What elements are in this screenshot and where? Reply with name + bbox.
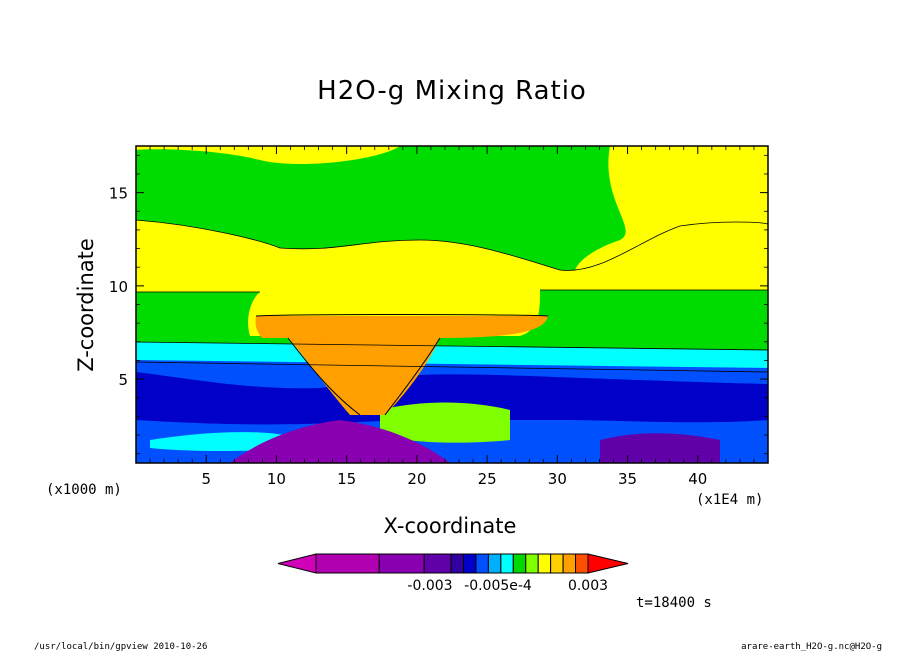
x-tick-label: 15 xyxy=(337,470,356,488)
x-tick-label: 25 xyxy=(478,470,497,488)
colorbar-segment xyxy=(550,553,564,574)
x-tick-label: 5 xyxy=(201,470,211,488)
x-axis-unit: (x1E4 m) xyxy=(696,492,764,508)
colorbar-extend-high xyxy=(587,553,629,574)
colorbar-label: 0.003 xyxy=(568,578,608,594)
x-tick-label: 35 xyxy=(618,470,637,488)
region-purple-right xyxy=(600,433,720,463)
region-purple-base xyxy=(230,420,450,463)
y-tick-label: 10 xyxy=(109,278,128,296)
time-label: t=18400 s xyxy=(636,595,712,611)
contour-field xyxy=(136,146,768,463)
x-tick-label: 40 xyxy=(688,470,707,488)
y-axis-label: Z-coordinate xyxy=(74,238,98,372)
colorbar-segment xyxy=(487,553,502,574)
axis-tick-labels: 5 10 15 20 25 30 35 40 5 10 15 xyxy=(109,185,707,488)
region-lightgreen-low xyxy=(380,402,510,443)
colorbar-label: -0.003 xyxy=(407,578,452,594)
colorbar-segment xyxy=(537,553,552,574)
colorbar-segment xyxy=(512,553,527,574)
colorbar-labels: -0.003 -0.005e-4 0.003 xyxy=(407,578,608,594)
chart-title: H2O-g Mixing Ratio xyxy=(317,76,587,106)
colorbar-segment xyxy=(525,553,539,574)
colorbar-segment xyxy=(315,553,380,574)
colorbar-extend-low xyxy=(277,553,317,574)
y-tick-label: 5 xyxy=(118,371,128,389)
y-tick-label: 15 xyxy=(109,185,128,203)
colorbar-label: -0.005e-4 xyxy=(464,578,532,594)
axis-ticks xyxy=(136,146,768,463)
region-orange-plume xyxy=(255,316,548,415)
x-axis-label: X-coordinate xyxy=(383,514,517,538)
colorbar-segment xyxy=(475,553,489,574)
colorbar xyxy=(277,553,629,574)
footer-source: arare-earth_H2O-g.nc@H2O-g xyxy=(741,642,882,652)
colorbar-segment xyxy=(450,553,464,574)
y-axis-unit: (x1000 m) xyxy=(46,482,122,498)
region-darkblue xyxy=(136,372,768,425)
colorbar-segment xyxy=(423,553,452,574)
x-tick-label: 20 xyxy=(407,470,426,488)
colorbar-segment xyxy=(575,553,589,574)
colorbar-segment xyxy=(378,553,425,574)
colorbar-segment xyxy=(562,553,577,574)
x-tick-label: 10 xyxy=(267,470,286,488)
colorbar-segment xyxy=(500,553,514,574)
region-yellow-top-left xyxy=(136,146,400,165)
x-tick-label: 30 xyxy=(548,470,567,488)
colorbar-segment xyxy=(462,553,477,574)
footer-command: /usr/local/bin/gpview 2010-10-26 xyxy=(34,642,208,652)
